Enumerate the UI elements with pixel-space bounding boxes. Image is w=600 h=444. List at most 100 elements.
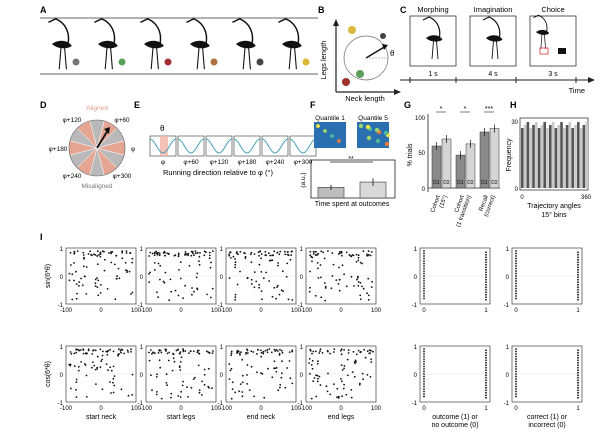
i-point [329, 393, 332, 396]
d-misaligned-label: Misaligned [81, 183, 112, 190]
i-point [260, 271, 263, 273]
i-xlabel-5: no outcome (0) [431, 422, 478, 429]
i-point [68, 272, 71, 275]
panel-f-heatmaps: Quantile 1 Quantile 5 (a.u.) ** Time spe… [300, 115, 396, 208]
i-point [355, 361, 357, 363]
i-point [269, 254, 272, 257]
i-xlabel-3: end neck [247, 414, 276, 421]
i-point [315, 374, 317, 377]
i-point [271, 295, 274, 298]
i-point [264, 250, 267, 253]
i-point [181, 384, 184, 387]
i-point [485, 271, 487, 274]
i-point [100, 284, 102, 286]
i-point [150, 374, 152, 377]
i-point [485, 371, 487, 374]
g-tick-100: 100 [415, 116, 426, 122]
i-point [121, 251, 123, 254]
i-point [149, 349, 152, 351]
i-point [203, 254, 206, 257]
i-point [148, 281, 151, 283]
i-point [314, 294, 317, 297]
i-point [94, 368, 97, 371]
i-xtick: -100 [140, 406, 153, 412]
i-point [113, 375, 116, 377]
i-point [80, 349, 82, 351]
i-point [515, 297, 517, 300]
i-point [179, 352, 181, 355]
i-point [262, 277, 265, 280]
i-point [148, 351, 150, 354]
i-point [485, 394, 487, 397]
i-point [76, 292, 78, 295]
i-point [239, 383, 242, 385]
i-point [109, 251, 112, 254]
i-point [207, 385, 210, 388]
i-point [210, 261, 212, 264]
i-point [332, 263, 335, 266]
i-point [193, 254, 195, 257]
i-point [112, 381, 114, 384]
i-point [423, 383, 425, 385]
i-point [309, 250, 312, 253]
i-point [515, 353, 517, 355]
e-tick-1: φ [161, 159, 165, 166]
i-point [485, 361, 487, 364]
i-point [253, 395, 256, 398]
g-group-sublabel-1: (15°) [439, 195, 449, 209]
i-point [485, 253, 487, 256]
i-point [241, 381, 244, 384]
i-point [577, 361, 579, 364]
i-point [318, 352, 321, 354]
i-point [577, 276, 579, 279]
i-point [234, 299, 237, 301]
i-point [94, 349, 97, 352]
c-step-choice: Choice [541, 5, 564, 14]
c-dur-2: 4 s [488, 71, 498, 78]
i-point [196, 272, 199, 275]
i-point [260, 290, 263, 292]
g-group-label-1: Cohort [430, 194, 442, 213]
i-ytick: 1 [300, 247, 304, 253]
i-point [423, 353, 425, 355]
i-ytick: 0 [220, 275, 224, 281]
i-point [196, 351, 199, 354]
i-point [260, 253, 263, 255]
i-point [577, 391, 579, 394]
i-point [177, 255, 180, 258]
i-point [280, 289, 283, 292]
i-point [320, 250, 323, 253]
i-point [369, 352, 371, 354]
i-point [112, 350, 115, 353]
i-point [158, 359, 161, 362]
i-point [370, 349, 372, 352]
i-point [231, 381, 234, 384]
i-point [515, 252, 517, 255]
i-point [577, 251, 579, 254]
i-point [258, 286, 260, 289]
i-point [184, 254, 186, 256]
i-point [515, 280, 517, 282]
i-point [577, 396, 579, 399]
e-curve-6 [289, 138, 317, 154]
i-point [155, 250, 158, 253]
bird-object-icon-6 [302, 58, 310, 66]
g-bar-label-6: D2 [491, 180, 498, 186]
i-point [339, 252, 341, 255]
g-bar-label-4: D2 [467, 180, 474, 186]
i-point [370, 251, 373, 253]
i-point [198, 389, 201, 391]
i-point [515, 282, 517, 285]
i-point [131, 291, 134, 294]
i-point [84, 275, 86, 278]
i-point [317, 277, 320, 279]
i-point [281, 351, 284, 354]
i-point [485, 369, 487, 372]
h-bar-15 [560, 122, 563, 188]
i-point [308, 358, 311, 360]
i-point [485, 396, 487, 399]
i-point [341, 380, 343, 383]
i-point [268, 348, 271, 350]
i-point [241, 391, 244, 393]
i-point [112, 377, 115, 380]
